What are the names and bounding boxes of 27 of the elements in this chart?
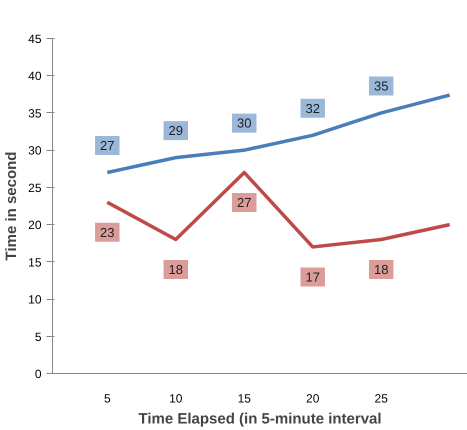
data-label: 27 [100, 138, 115, 153]
data-label: 17 [306, 269, 320, 284]
y-tick-label: 45 [28, 32, 42, 46]
data-label: 27 [237, 195, 252, 210]
y-tick-label: 0 [34, 367, 42, 381]
x-tick-label: 20 [306, 392, 320, 406]
y-tick-label: 35 [28, 106, 42, 120]
x-tick-label: 10 [169, 392, 183, 406]
y-tick-label: 40 [28, 69, 42, 84]
y-tick-label: 5 [34, 330, 42, 344]
data-label: 35 [374, 78, 388, 94]
data-label: 23 [100, 224, 115, 240]
y-axis-title: Time in second [3, 152, 20, 260]
data-label: 29 [168, 123, 184, 138]
data-label: 18 [374, 262, 388, 277]
data-label: 32 [306, 100, 320, 116]
data-label: 18 [168, 262, 184, 277]
y-tick-label: 25 [28, 180, 42, 195]
x-axis-title: Time Elapsed (in 5-minute interval [138, 410, 382, 428]
data-label: 30 [237, 116, 252, 131]
y-tick-label: 20 [28, 218, 42, 232]
y-tick-label: 15 [28, 255, 42, 270]
x-tick-label: 25 [374, 392, 388, 406]
y-tick-label: 30 [28, 144, 42, 158]
x-tick-label: 5 [104, 392, 111, 406]
y-tick-label: 10 [28, 292, 42, 307]
x-tick-label: 15 [238, 392, 252, 406]
